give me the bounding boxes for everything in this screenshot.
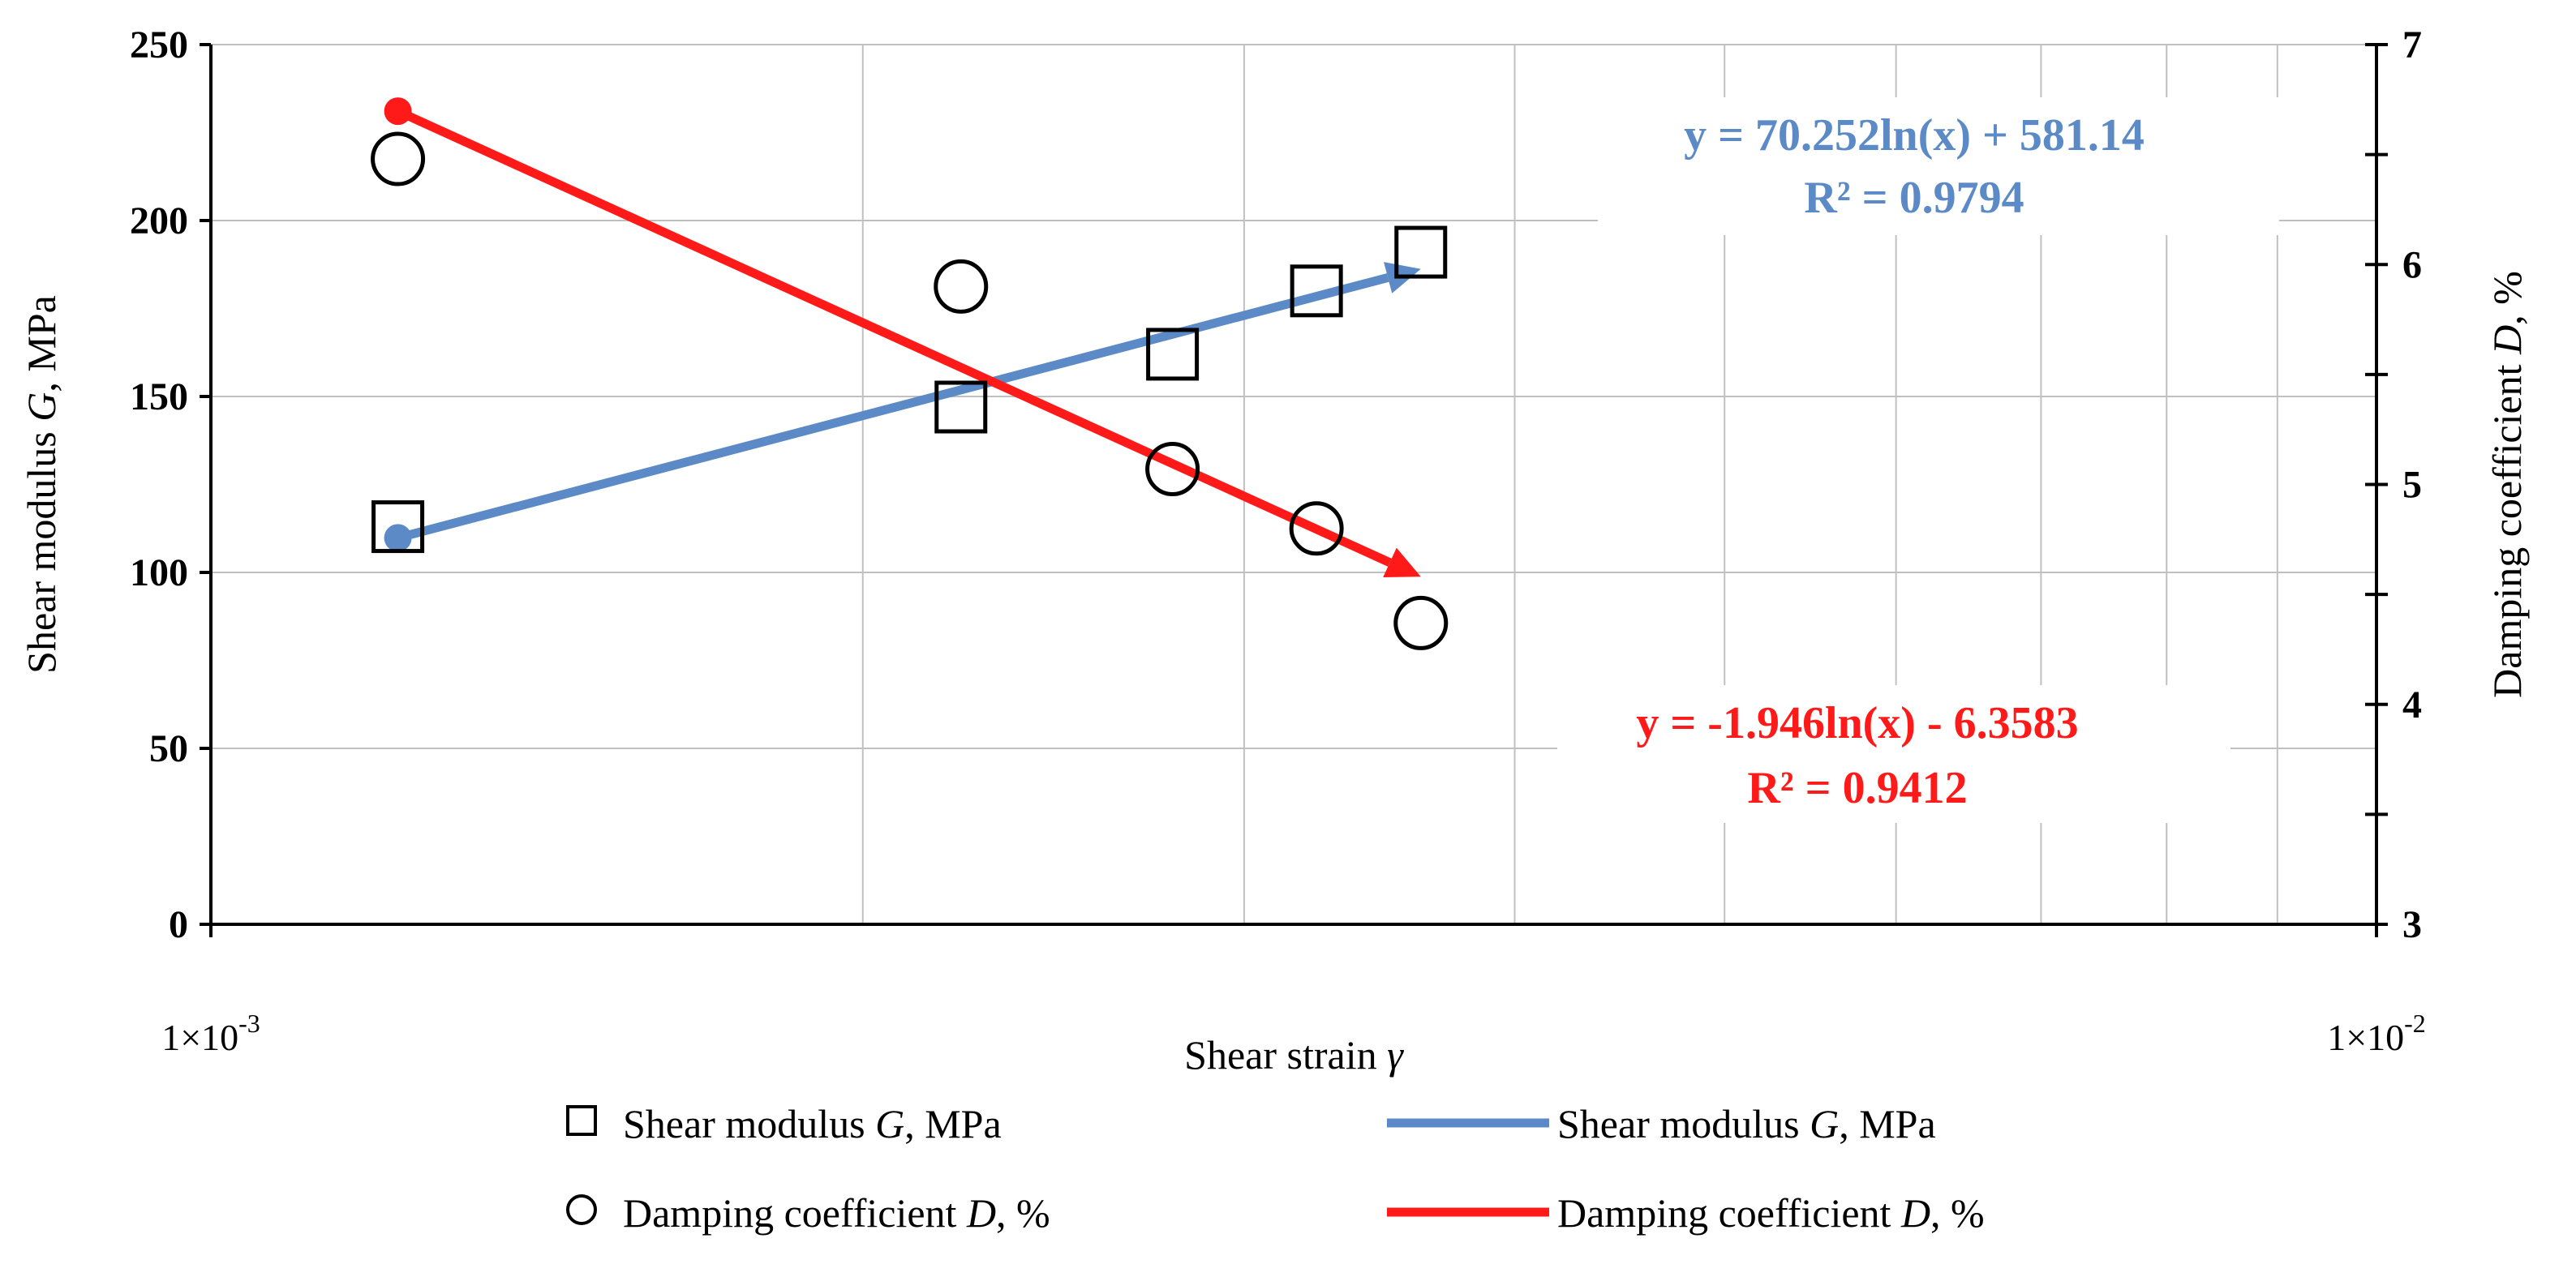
damping-point [371, 131, 426, 186]
shear-modulus-point [1146, 328, 1200, 381]
shear-modulus-point [1394, 225, 1448, 279]
trendlines [384, 97, 1421, 578]
shear-modulus-trend-start-dot [384, 524, 412, 552]
equation-labels: y = 70.252ln(x) + 581.14 R² = 0.9794 y = -… [1557, 97, 2279, 823]
damping-r2: R² = 0.9412 [1747, 763, 1967, 813]
left-tick-label: 250 [130, 24, 188, 66]
legend-square-icon [566, 1105, 597, 1136]
damping-point [934, 259, 989, 314]
damping-equation-box [1557, 685, 2230, 823]
x-tick-label: 1×10-3 [161, 1009, 260, 1058]
damping-trend-arrow [1383, 547, 1421, 578]
damping-trendline [396, 107, 1392, 567]
left-tick-label: 50 [149, 727, 188, 770]
right-tick-label: 3 [2402, 903, 2422, 946]
right-axis-title: Damping coefficient D, % [2484, 271, 2530, 698]
right-tick-label: 4 [2402, 683, 2422, 726]
shear-modulus-equation: y = 70.252ln(x) + 581.14 [1684, 110, 2145, 161]
legend-label: Shear modulus G, MPa [623, 1101, 1002, 1146]
legend-label: Shear modulus G, MPa [1557, 1101, 1936, 1146]
legend-label: Damping coefficient D, % [623, 1190, 1050, 1236]
shear-modulus-point [1290, 264, 1343, 318]
shear-modulus-point [371, 500, 425, 554]
left-tick-label: 0 [169, 903, 188, 946]
left-tick-label: 200 [130, 199, 188, 242]
shear-modulus-equation-box [1598, 97, 2279, 235]
right-tick-label: 7 [2402, 24, 2422, 66]
x-axis-title: Shear strain γ [1184, 1032, 1404, 1078]
data-points [371, 131, 1449, 650]
x-tick-label: 1×10-2 [2327, 1009, 2426, 1058]
legend-circle-icon [566, 1194, 597, 1225]
damping-point [1289, 501, 1344, 556]
legend: Shear modulus G, MPa Shear modulus G, MPa… [566, 1101, 1985, 1236]
shear-modulus-trendline [397, 273, 1389, 542]
right-tick-label: 5 [2402, 464, 2422, 507]
left-tick-label: 150 [130, 375, 188, 418]
right-tick-label: 6 [2402, 243, 2422, 286]
damping-point [1393, 595, 1449, 650]
axes: 0 50 100 150 200 250 3 4 5 6 7 1×10-3 1×10-2 Shear st… [19, 24, 2530, 1078]
legend-label: Damping coefficient D, % [1557, 1190, 1985, 1236]
shear-modulus-r2: R² = 0.9794 [1804, 173, 2024, 223]
left-tick-label: 100 [130, 551, 188, 594]
shear-modulus-point [934, 380, 988, 434]
left-axis-title: Shear modulus G, MPa [19, 295, 64, 674]
damping-equation: y = -1.946ln(x) - 6.3583 [1636, 698, 2078, 748]
damping-trend-start-dot [384, 97, 412, 126]
damping-point [1145, 442, 1200, 497]
